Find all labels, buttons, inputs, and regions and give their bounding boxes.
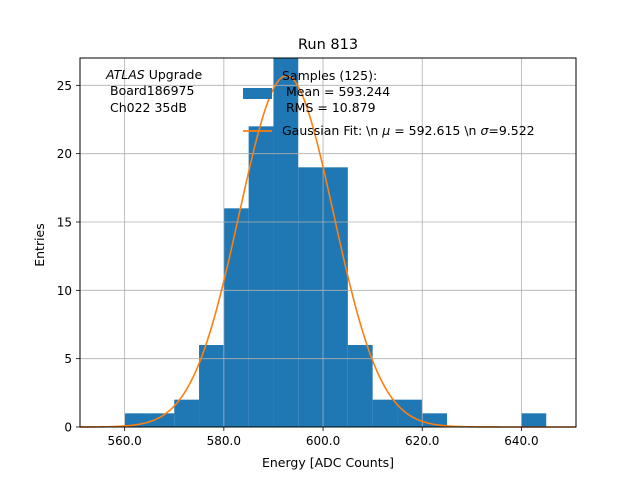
histogram-bar-595 [298, 167, 324, 428]
x-tick-label-640: 640.0 [504, 434, 538, 448]
x-axis-label: Energy [ADC Counts] [262, 455, 394, 470]
legend-samples-count: Samples (125): [282, 68, 377, 83]
histogram-bar-605 [347, 345, 373, 427]
y-axis-label: Entries [32, 223, 47, 267]
y-tick-label-20: 20 [57, 147, 72, 161]
y-tick-label-25: 25 [57, 79, 72, 93]
y-tick-label-0: 0 [64, 421, 72, 435]
legend-sigma-symbol: σ [480, 123, 489, 138]
atlas-upgrade-label: ATLAS Upgrade [105, 67, 202, 82]
histogram-bar-580 [223, 208, 249, 427]
upgrade-label: Upgrade [145, 67, 203, 82]
board-label: Board186975 [110, 83, 194, 98]
histogram-bar-610 [372, 399, 398, 427]
y-tick-label-15: 15 [57, 216, 72, 230]
histogram-bars [124, 58, 547, 428]
axis-ticks: 560.0 580.0 600.0 620.0 640.0 0 5 10 15 20 25 [57, 79, 539, 448]
x-tick-label-560: 560.0 [107, 434, 141, 448]
histogram-bar-640 [521, 413, 547, 427]
atlas-label: ATLAS [105, 67, 145, 82]
legend-mu-symbol: μ [381, 123, 390, 138]
legend-histogram-swatch [243, 88, 272, 99]
axes-frame [79, 57, 577, 428]
legend-fit-middle: = 592.615 \n [390, 123, 480, 138]
legend-fit-prefix: Gaussian Fit: \n [282, 123, 382, 138]
chart-title: Run 813 [298, 37, 358, 53]
histogram-bar-590 [273, 58, 299, 427]
legend-samples-rms: RMS = 10.879 [286, 100, 376, 115]
channel-label: Ch022 35dB [110, 100, 187, 115]
y-tick-label-10: 10 [57, 284, 72, 298]
y-tick-label-5: 5 [64, 352, 72, 366]
legend-samples-mean: Mean = 593.244 [286, 84, 390, 99]
x-tick-label-580: 580.0 [207, 434, 241, 448]
legend-fit-suffix: =9.522 [488, 123, 534, 138]
histogram-bar-570 [174, 399, 200, 427]
histogram-bar-615 [397, 399, 423, 427]
legend: Samples (125): Mean = 593.244 RMS = 10.8… [243, 68, 535, 138]
histogram-bar-585 [248, 126, 274, 427]
histogram-bar-600 [323, 167, 348, 428]
histogram-bar-575 [199, 345, 224, 427]
x-tick-label-600: 600.0 [306, 434, 340, 448]
legend-gaussian-fit: Gaussian Fit: \n μ = 592.615 \n σ=9.522 [282, 123, 535, 138]
x-tick-label-620: 620.0 [405, 434, 439, 448]
histogram-bar-565 [149, 413, 175, 427]
atlas-annotation: ATLAS Upgrade Board186975 Ch022 35dB [105, 67, 202, 115]
